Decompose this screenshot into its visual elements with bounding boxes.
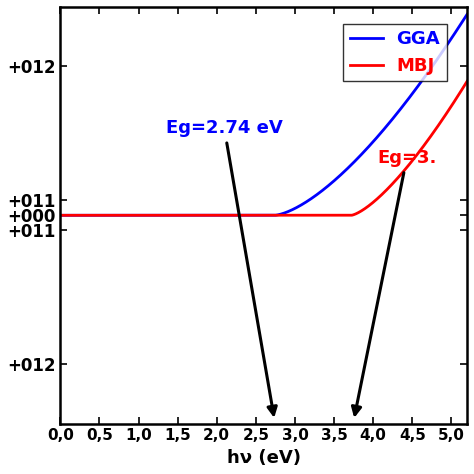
Text: Eg=2.74 eV: Eg=2.74 eV (166, 119, 283, 415)
MBJ (245, 212, 250, 218)
X-axis label: hν (eV): hν (eV) (227, 449, 301, 467)
MBJ (464, 79, 470, 84)
GGA (452, 30, 458, 36)
Legend: GGA, MBJ: GGA, MBJ (343, 24, 447, 81)
GGA (378, 130, 383, 136)
MBJ (57, 212, 63, 218)
Line: GGA: GGA (60, 14, 467, 215)
Line: MBJ: MBJ (60, 82, 467, 215)
GGA (245, 212, 250, 218)
GGA (57, 212, 63, 218)
GGA (78, 212, 84, 218)
GGA (464, 11, 470, 17)
Text: Eg=3.: Eg=3. (353, 149, 437, 415)
MBJ (452, 98, 458, 103)
GGA (452, 30, 458, 36)
MBJ (378, 193, 383, 199)
MBJ (255, 212, 261, 218)
MBJ (78, 212, 84, 218)
GGA (255, 212, 261, 218)
MBJ (452, 97, 458, 103)
